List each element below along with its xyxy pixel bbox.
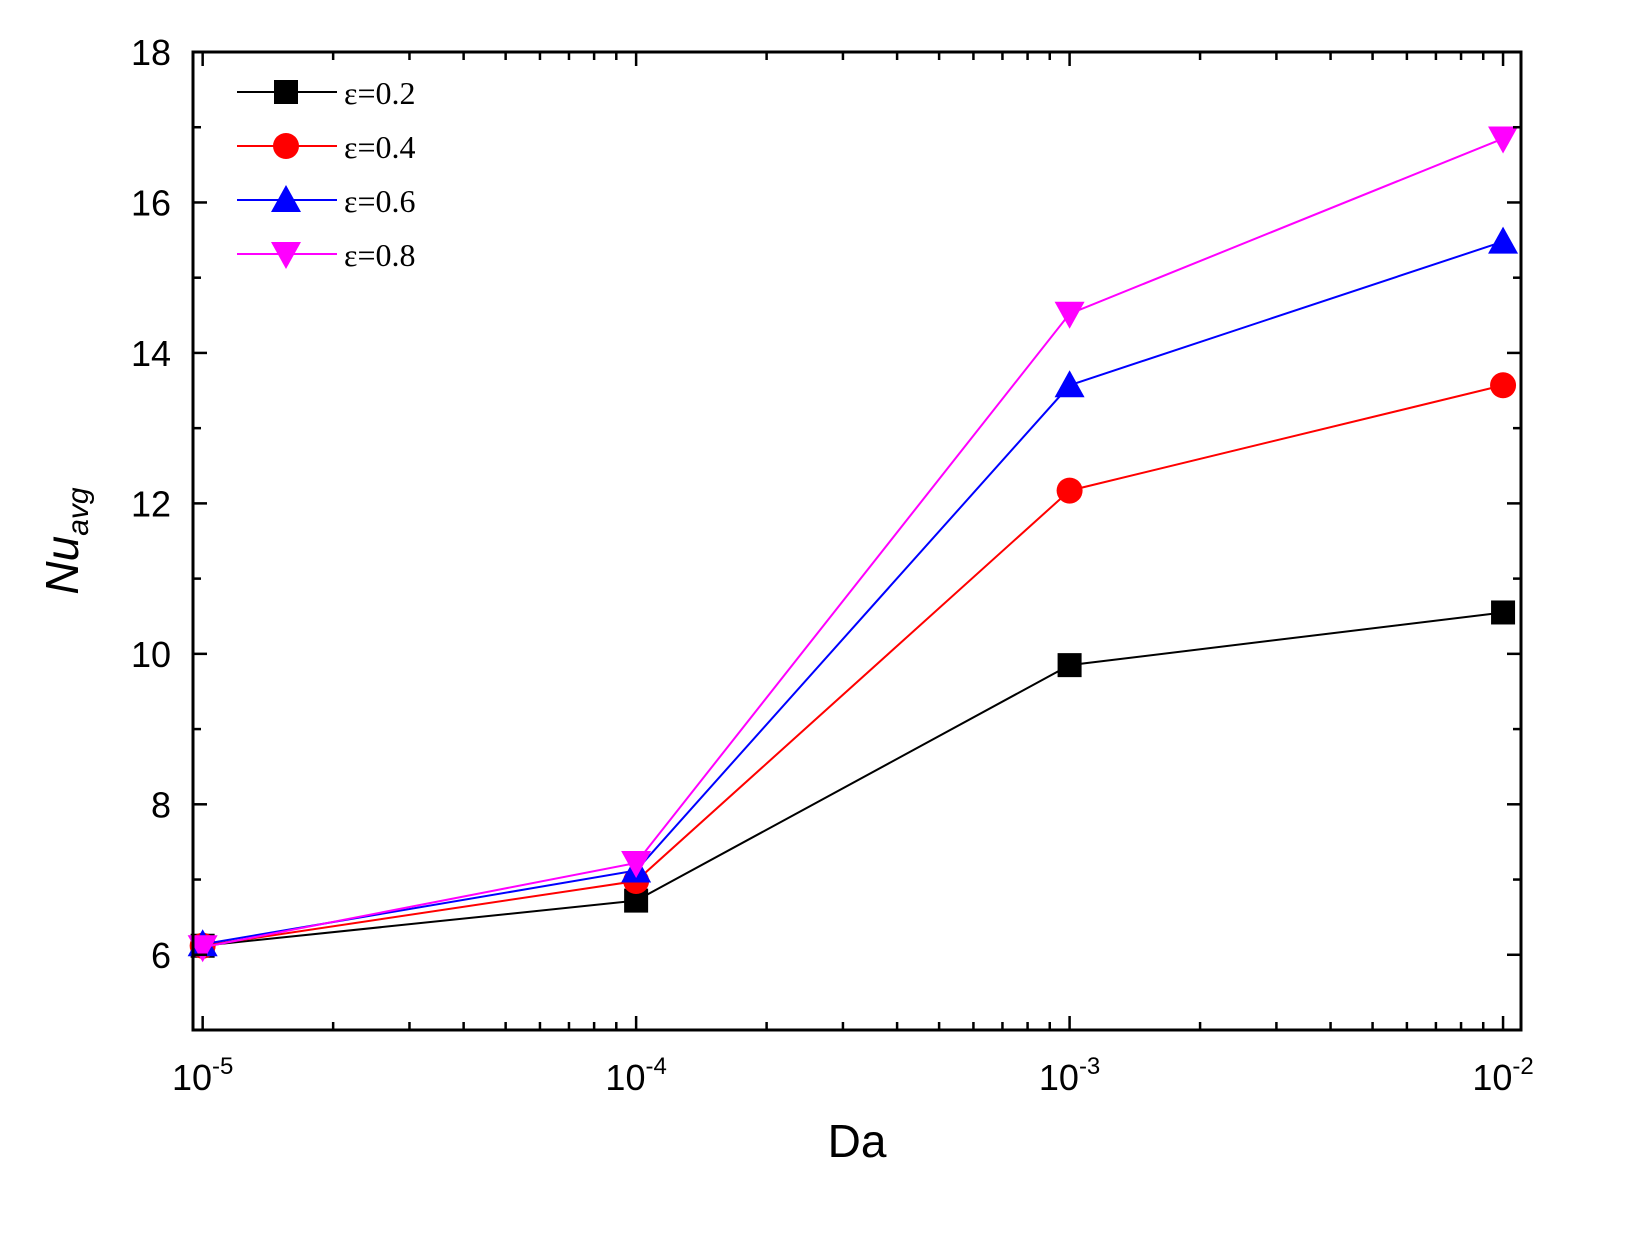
legend-item: ε=0.6 [237, 183, 415, 219]
legend-label: ε=0.4 [344, 129, 415, 165]
legend-item: ε=0.8 [237, 237, 415, 273]
legend-marker [273, 133, 299, 159]
series-line [202, 611, 1504, 947]
legend-marker [271, 185, 301, 212]
data-point [1490, 372, 1517, 399]
x-axis-title: Da [828, 1115, 887, 1167]
legend-marker [271, 242, 301, 269]
y-axis: 6 8 10 12 14 16 18 [131, 32, 1521, 1032]
x-tick-label: 10-5 [172, 1053, 233, 1098]
data-point [621, 850, 652, 878]
y-tick-label: 12 [131, 483, 171, 524]
x-tick-label: 10-4 [605, 1053, 666, 1098]
legend-marker [274, 80, 298, 104]
plot-frame [191, 50, 1523, 1032]
data-point [1488, 226, 1519, 254]
legend-label: ε=0.6 [344, 183, 415, 219]
series-2 [189, 372, 1517, 959]
data-point [1054, 370, 1085, 398]
series-line [202, 240, 1504, 946]
legend-item: ε=0.4 [237, 129, 415, 165]
y-tick-label: 10 [131, 634, 171, 675]
y-axis-title-sub: avg [62, 487, 95, 536]
legend-label: ε=0.8 [344, 237, 415, 273]
legend: ε=0.2 ε=0.4 ε=0.6 ε=0.8 [237, 75, 415, 273]
series-line [202, 384, 1504, 947]
data-point [187, 935, 218, 963]
data-point [1056, 477, 1083, 504]
series-layer [187, 126, 1519, 963]
y-tick-label: 16 [131, 182, 171, 223]
data-point [1488, 126, 1519, 154]
y-tick-label: 18 [131, 32, 171, 73]
series-line [202, 137, 1504, 949]
y-tick-label: 8 [151, 784, 171, 825]
series-3 [187, 226, 1519, 957]
legend-label: ε=0.2 [344, 75, 415, 111]
y-axis-title-main: Nu [36, 536, 88, 595]
x-tick-label: 10-3 [1039, 1053, 1100, 1098]
legend-item: ε=0.2 [237, 75, 415, 111]
series-4 [187, 126, 1519, 963]
y-tick-label: 6 [151, 935, 171, 976]
series-1 [190, 600, 1516, 958]
data-point [1054, 301, 1085, 329]
y-tick-label: 14 [131, 333, 171, 374]
data-point [1057, 653, 1082, 678]
y-axis-title: Nuavg [36, 487, 95, 594]
data-point [1491, 600, 1516, 625]
x-axis: 10-5 10-4 10-3 10-2 [172, 52, 1534, 1098]
x-tick-label: 10-2 [1472, 1053, 1533, 1098]
